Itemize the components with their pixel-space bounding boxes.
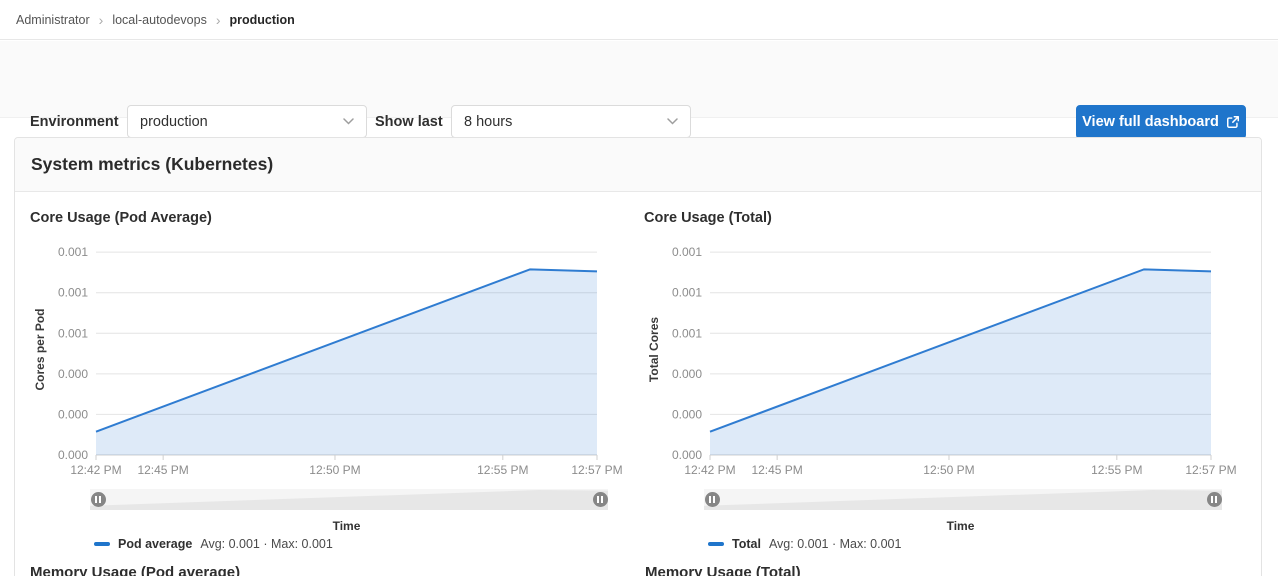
svg-text:0.001: 0.001: [58, 286, 88, 300]
area-chart-canvas: 0.000 0.000 0.000 0.001 0.001 0.001 12:42 PM 12…: [33, 245, 623, 477]
external-link-icon: [1226, 116, 1239, 128]
svg-text:12:55 PM: 12:55 PM: [1091, 463, 1142, 477]
breadcrumb-separator-icon: ›: [215, 11, 221, 28]
breadcrumb-item-administrator[interactable]: Administrator: [16, 12, 90, 27]
legend-item[interactable]: Pod average Avg: 0.001 · Max: 0.001: [94, 537, 333, 551]
svg-text:12:42 PM: 12:42 PM: [684, 463, 735, 477]
x-axis-label: Time: [332, 519, 361, 533]
svg-text:12:42 PM: 12:42 PM: [70, 463, 121, 477]
chart-title-memory-usage-total: Memory Usage (Total): [645, 564, 801, 576]
svg-text:0.000: 0.000: [672, 367, 702, 381]
svg-text:0.001: 0.001: [672, 286, 702, 300]
drag-handle-icon: [713, 496, 715, 503]
metrics-panel-header[interactable]: System metrics (Kubernetes): [15, 138, 1261, 192]
chart-title-memory-usage-pod-average: Memory Usage (Pod average): [30, 564, 241, 576]
show-last-select[interactable]: 8 hours: [451, 105, 691, 138]
svg-text:0.000: 0.000: [58, 448, 88, 462]
svg-text:0.000: 0.000: [672, 448, 702, 462]
drag-handle-icon: [597, 496, 599, 503]
svg-text:0.001: 0.001: [672, 326, 702, 340]
range-slider-preview: [90, 490, 608, 510]
environment-label: Environment: [30, 114, 119, 130]
svg-text:12:50 PM: 12:50 PM: [309, 463, 360, 477]
breadcrumb-item-project[interactable]: local-autodevops: [112, 12, 207, 27]
legend-swatch: [708, 542, 724, 546]
svg-text:0.001: 0.001: [672, 245, 702, 259]
breadcrumb: Administrator › local-autodevops › produ…: [0, 0, 1278, 40]
area-chart-canvas: 0.000 0.000 0.000 0.001 0.001 0.001 12:42 PM 12…: [647, 245, 1237, 477]
panel-title: System metrics (Kubernetes): [31, 154, 274, 174]
legend-series-stats: Avg: 0.001 · Max: 0.001: [200, 537, 333, 551]
svg-text:Cores per Pod: Cores per Pod: [33, 308, 47, 390]
svg-text:0.000: 0.000: [58, 367, 88, 381]
drag-handle-icon: [95, 496, 97, 503]
range-slider-right-handle[interactable]: [1206, 492, 1222, 507]
chevron-down-icon: [667, 118, 678, 125]
breadcrumb-separator-icon: ›: [98, 11, 104, 28]
drag-handle-icon: [99, 496, 101, 503]
chart-range-slider[interactable]: [90, 489, 608, 510]
legend-series-stats: Avg: 0.001 · Max: 0.001: [768, 537, 902, 551]
chart-title: Core Usage (Pod Average): [30, 210, 212, 226]
x-axis-label: Time: [946, 519, 975, 533]
chevron-down-icon: [343, 118, 354, 125]
legend-swatch: [94, 542, 110, 546]
chart-core-usage-total: Core Usage (Total) 0.000 0.000 0.000 0.001 0…: [628, 200, 1244, 560]
chart-title: Core Usage (Total): [644, 210, 772, 226]
legend-series-name: Pod average: [118, 537, 193, 551]
range-slider-preview: [704, 490, 1222, 510]
drag-handle-icon: [601, 496, 603, 503]
svg-text:0.000: 0.000: [58, 407, 88, 421]
svg-text:12:57 PM: 12:57 PM: [571, 463, 622, 477]
legend-series-name: Total: [732, 537, 761, 551]
svg-text:12:45 PM: 12:45 PM: [751, 463, 802, 477]
breadcrumb-item-current: production: [229, 12, 295, 27]
svg-text:12:55 PM: 12:55 PM: [477, 463, 528, 477]
environment-select[interactable]: production: [127, 105, 367, 138]
chart-core-usage-pod-average: Core Usage (Pod Average) 0.000 0.000 0.000…: [14, 200, 630, 560]
svg-text:0.001: 0.001: [58, 326, 88, 340]
environment-select-value: production: [140, 113, 208, 130]
svg-text:0.000: 0.000: [672, 407, 702, 421]
svg-text:12:57 PM: 12:57 PM: [1185, 463, 1236, 477]
drag-handle-icon: [1215, 496, 1217, 503]
range-slider-right-handle[interactable]: [592, 492, 608, 507]
range-slider-left-handle[interactable]: [90, 492, 106, 507]
svg-text:12:50 PM: 12:50 PM: [923, 463, 974, 477]
view-full-dashboard-button[interactable]: View full dashboard: [1076, 105, 1246, 139]
show-last-label: Show last: [375, 114, 443, 130]
show-last-select-value: 8 hours: [464, 113, 513, 130]
drag-handle-icon: [1211, 496, 1213, 503]
view-full-dashboard-label: View full dashboard: [1082, 114, 1219, 130]
svg-text:12:45 PM: 12:45 PM: [137, 463, 188, 477]
filter-bar: Environment production Show last 8 hours…: [0, 41, 1278, 139]
range-slider-left-handle[interactable]: [704, 492, 720, 507]
svg-text:Total Cores: Total Cores: [647, 317, 661, 382]
chart-range-slider[interactable]: [704, 489, 1222, 510]
svg-text:0.001: 0.001: [58, 245, 88, 259]
drag-handle-icon: [709, 496, 711, 503]
legend-item[interactable]: Total Avg: 0.001 · Max: 0.001: [708, 537, 901, 551]
